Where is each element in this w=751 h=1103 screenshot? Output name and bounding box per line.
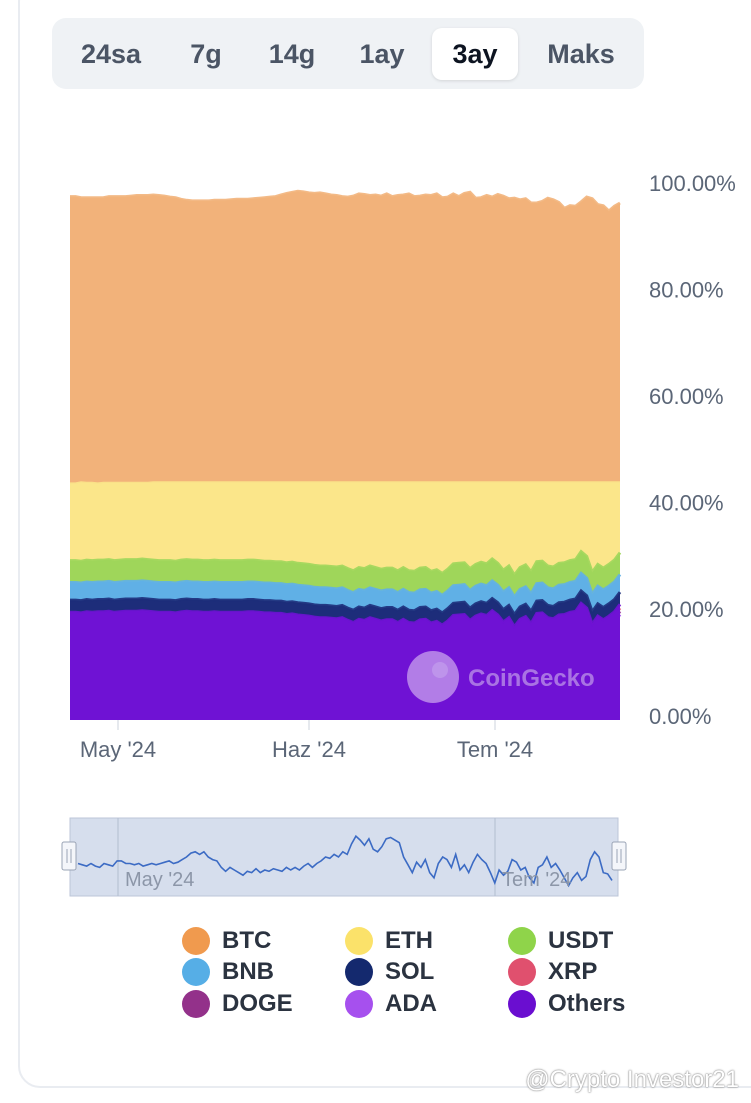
y-tick-label: 80.00%	[649, 277, 724, 302]
area-btc[interactable]	[70, 191, 620, 484]
tab-1m[interactable]: 1ay	[359, 39, 405, 69]
area-series-group	[70, 189, 622, 720]
legend-dot-icon	[182, 927, 210, 955]
area-edge-others	[70, 601, 622, 630]
tab-7d[interactable]: 7g	[190, 39, 222, 69]
legend-dot-icon	[345, 927, 373, 955]
legend-dot-icon	[508, 990, 536, 1018]
area-edge-usdt	[70, 549, 622, 578]
legend-label: XRP	[548, 958, 598, 985]
coingecko-logo-icon	[407, 651, 459, 703]
legend-label: ETH	[385, 927, 433, 954]
area-edge-eth	[70, 481, 620, 486]
legend-label: ADA	[385, 990, 437, 1017]
author-credit: @Crypto Investor21	[525, 1066, 739, 1093]
y-tick-label: 40.00%	[649, 491, 724, 516]
coingecko-watermark: CoinGecko	[407, 651, 595, 703]
legend-dot-icon	[182, 958, 210, 986]
navigator-background	[69, 817, 619, 897]
coingecko-logo-eye-icon	[432, 662, 448, 678]
time-range-tabs: 24sa 7g 14g 1ay 3ay Maks	[52, 18, 644, 89]
market-dominance-chart: 100.00% 80.00% 60.00% 40.00% 20.00% 0.00% May…	[70, 171, 736, 762]
tab-24h[interactable]: 24sa	[80, 39, 142, 69]
navigator-tick-label-may: May '24	[125, 869, 194, 891]
tab-max[interactable]: Maks	[547, 39, 615, 69]
legend-label: USDT	[548, 927, 614, 954]
navigator-tick-label-jul: Tem '24	[502, 869, 571, 891]
x-tick-label: Haz '24	[272, 737, 346, 762]
legend-dot-icon	[508, 927, 536, 955]
legend-dot-icon	[508, 958, 536, 986]
legend-label: DOGE	[222, 990, 293, 1017]
legend-label: BTC	[222, 927, 272, 954]
legend-label: BNB	[222, 958, 274, 985]
area-eth[interactable]	[70, 482, 620, 575]
legend-dot-icon	[345, 990, 373, 1018]
x-tick-label: Tem '24	[457, 737, 533, 762]
y-tick-label: 100.00%	[649, 171, 736, 196]
y-axis-ticks: 100.00% 80.00% 60.00% 40.00% 20.00% 0.00%	[649, 171, 736, 729]
navigator-right-handle[interactable]	[611, 841, 627, 871]
area-edge-btc	[70, 189, 621, 214]
tab-14d[interactable]: 14g	[268, 39, 316, 69]
y-tick-label: 60.00%	[649, 384, 724, 409]
legend-dot-icon	[182, 990, 210, 1018]
navigator-left-handle[interactable]	[61, 841, 77, 871]
area-others[interactable]	[70, 603, 620, 720]
tab-3m[interactable]: 3ay	[432, 28, 518, 80]
area-edge-sol	[70, 588, 622, 618]
legend-label: SOL	[385, 958, 435, 985]
navigator-line	[77, 834, 613, 888]
legend-dot-icon	[345, 958, 373, 986]
y-tick-label: 20.00%	[649, 597, 724, 622]
watermark-text: CoinGecko	[468, 665, 595, 692]
y-tick-label: 0.00%	[649, 704, 711, 729]
x-axis-ticks: May '24 Haz '24 Tem '24	[80, 720, 533, 762]
range-navigator[interactable]: May '24 Tem '24	[0, 810, 751, 910]
x-tick-label: May '24	[80, 737, 156, 762]
area-edge-bnb	[70, 571, 622, 600]
legend-label: Others	[548, 990, 626, 1017]
